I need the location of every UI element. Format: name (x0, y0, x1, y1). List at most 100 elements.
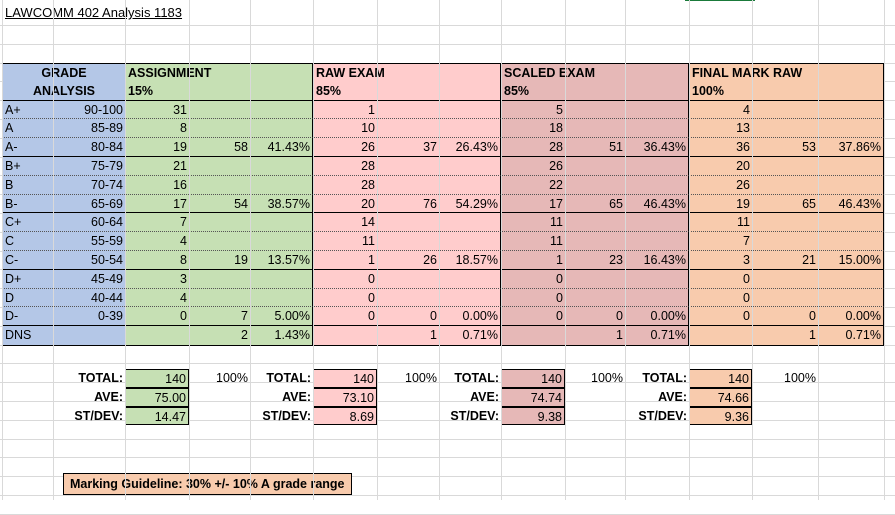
scaled_exam-total-value[interactable]: 140 (501, 369, 565, 388)
assignment-cell[interactable] (250, 213, 313, 233)
scaled_exam-cell[interactable]: 51 (565, 138, 625, 157)
grade-label[interactable]: A+ (2, 100, 53, 120)
final_mark-cell[interactable]: 4 (689, 100, 752, 120)
assignment-cell[interactable] (189, 288, 250, 308)
grade-range[interactable] (53, 326, 125, 346)
scaled_exam-cell[interactable] (625, 156, 689, 176)
raw_exam-cell[interactable] (377, 156, 439, 176)
assignment-cell[interactable] (189, 100, 250, 120)
final_mark-cell[interactable]: 1 (752, 326, 818, 346)
final_mark-cell[interactable] (752, 213, 818, 233)
assignment-cell[interactable] (250, 175, 313, 195)
final_mark-total-percent[interactable]: 100% (784, 371, 816, 385)
scaled_exam-cell[interactable]: 0.71% (625, 326, 689, 346)
final_mark-cell[interactable] (752, 119, 818, 139)
final_mark-cell[interactable]: 13 (689, 119, 752, 139)
assignment-cell[interactable] (250, 269, 313, 289)
scaled_exam-cell[interactable]: 26 (501, 156, 565, 176)
grade-label[interactable]: D- (2, 307, 53, 327)
grade-label[interactable]: D (2, 288, 53, 308)
final_mark-cell[interactable] (752, 100, 818, 120)
assignment-cell[interactable] (189, 175, 250, 195)
assignment-cell[interactable]: 8 (125, 119, 189, 139)
raw_exam-weight[interactable]: 85% (313, 81, 501, 101)
final_mark-total-label[interactable]: TOTAL: (642, 371, 687, 385)
scaled_exam-weight[interactable]: 85% (501, 81, 689, 101)
final_mark-cell[interactable] (752, 175, 818, 195)
scaled_exam-cell[interactable] (565, 156, 625, 176)
assignment-total-percent[interactable]: 100% (216, 371, 248, 385)
scaled_exam-cell[interactable]: 46.43% (625, 194, 689, 214)
raw_exam-cell[interactable] (377, 175, 439, 195)
scaled_exam-cell[interactable] (565, 175, 625, 195)
raw_exam-cell[interactable]: 0 (377, 307, 439, 327)
raw_exam-cell[interactable] (377, 269, 439, 289)
raw_exam-cell[interactable]: 28 (313, 156, 377, 176)
assignment-cell[interactable] (189, 119, 250, 139)
grade-range[interactable]: 45-49 (53, 269, 125, 289)
final_mark-cell[interactable]: 3 (689, 250, 752, 270)
assignment-cell[interactable]: 3 (125, 269, 189, 289)
scaled_exam-cell[interactable]: 0 (501, 288, 565, 308)
assignment-cell[interactable]: 0 (125, 307, 189, 327)
raw_exam-cell[interactable]: 37 (377, 138, 439, 157)
marking-guideline-note[interactable]: Marking Guideline: 30% +/- 10% A grade r… (63, 473, 352, 495)
grade-label[interactable]: A (2, 119, 53, 139)
grade-range[interactable]: 40-44 (53, 288, 125, 308)
raw_exam-cell[interactable]: 0.71% (439, 326, 501, 346)
raw_exam-cell[interactable] (439, 213, 501, 233)
raw_exam-total-label[interactable]: TOTAL: (266, 371, 311, 385)
raw_exam-cell[interactable]: 1 (313, 100, 377, 120)
raw_exam-cell[interactable]: 14 (313, 213, 377, 233)
final_mark-total-value[interactable]: 140 (689, 369, 752, 388)
raw_exam-cell[interactable]: 0 (313, 307, 377, 327)
raw_exam-cell[interactable]: 28 (313, 175, 377, 195)
grade-analysis-header[interactable]: ANALYSIS (2, 81, 125, 101)
final_mark-cell[interactable]: 26 (689, 175, 752, 195)
raw_exam-header[interactable]: RAW EXAM (313, 63, 501, 82)
assignment-stdev-value[interactable]: 14.47 (125, 406, 189, 426)
raw_exam-total-value[interactable]: 140 (313, 369, 377, 388)
scaled_exam-cell[interactable] (565, 288, 625, 308)
raw_exam-cell[interactable] (439, 119, 501, 139)
scaled_exam-stdev-label[interactable]: ST/DEV: (450, 408, 499, 423)
assignment-cell[interactable] (189, 213, 250, 233)
raw_exam-cell[interactable] (377, 232, 439, 251)
assignment-stdev-label[interactable]: ST/DEV: (74, 408, 123, 423)
final_mark-stdev-value[interactable]: 9.36 (689, 406, 752, 426)
raw_exam-cell[interactable] (313, 326, 377, 346)
assignment-cell[interactable] (125, 326, 189, 346)
scaled_exam-cell[interactable] (625, 232, 689, 251)
final_mark-weight[interactable]: 100% (689, 81, 884, 101)
grade-range[interactable]: 60-64 (53, 213, 125, 233)
assignment-cell[interactable]: 19 (189, 250, 250, 270)
raw_exam-cell[interactable]: 0 (313, 269, 377, 289)
grade-label[interactable]: A- (2, 138, 53, 157)
assignment-cell[interactable]: 8 (125, 250, 189, 270)
final_mark-cell[interactable]: 21 (752, 250, 818, 270)
scaled_exam-cell[interactable]: 0 (501, 307, 565, 327)
assignment-ave-value[interactable]: 75.00 (125, 387, 189, 407)
final_mark-cell[interactable] (818, 213, 884, 233)
grade-label[interactable]: B (2, 175, 53, 195)
scaled_exam-cell[interactable] (565, 119, 625, 139)
scaled_exam-stdev-value[interactable]: 9.38 (501, 406, 565, 426)
scaled_exam-cell[interactable]: 23 (565, 250, 625, 270)
grade-label[interactable]: D+ (2, 269, 53, 289)
grade-range[interactable]: 85-89 (53, 119, 125, 139)
raw_exam-cell[interactable] (439, 156, 501, 176)
raw_exam-stdev-value[interactable]: 8.69 (313, 406, 377, 426)
scaled_exam-cell[interactable]: 1 (501, 250, 565, 270)
scaled_exam-cell[interactable]: 0 (565, 307, 625, 327)
assignment-total-label[interactable]: TOTAL: (78, 371, 123, 385)
final_mark-cell[interactable] (818, 100, 884, 120)
raw_exam-cell[interactable] (439, 288, 501, 308)
final_mark-cell[interactable]: 0.71% (818, 326, 884, 346)
scaled_exam-cell[interactable]: 65 (565, 194, 625, 214)
assignment-cell[interactable] (250, 232, 313, 251)
assignment-cell[interactable]: 16 (125, 175, 189, 195)
assignment-cell[interactable]: 58 (189, 138, 250, 157)
final_mark-cell[interactable] (818, 232, 884, 251)
final_mark-cell[interactable]: 0 (752, 307, 818, 327)
